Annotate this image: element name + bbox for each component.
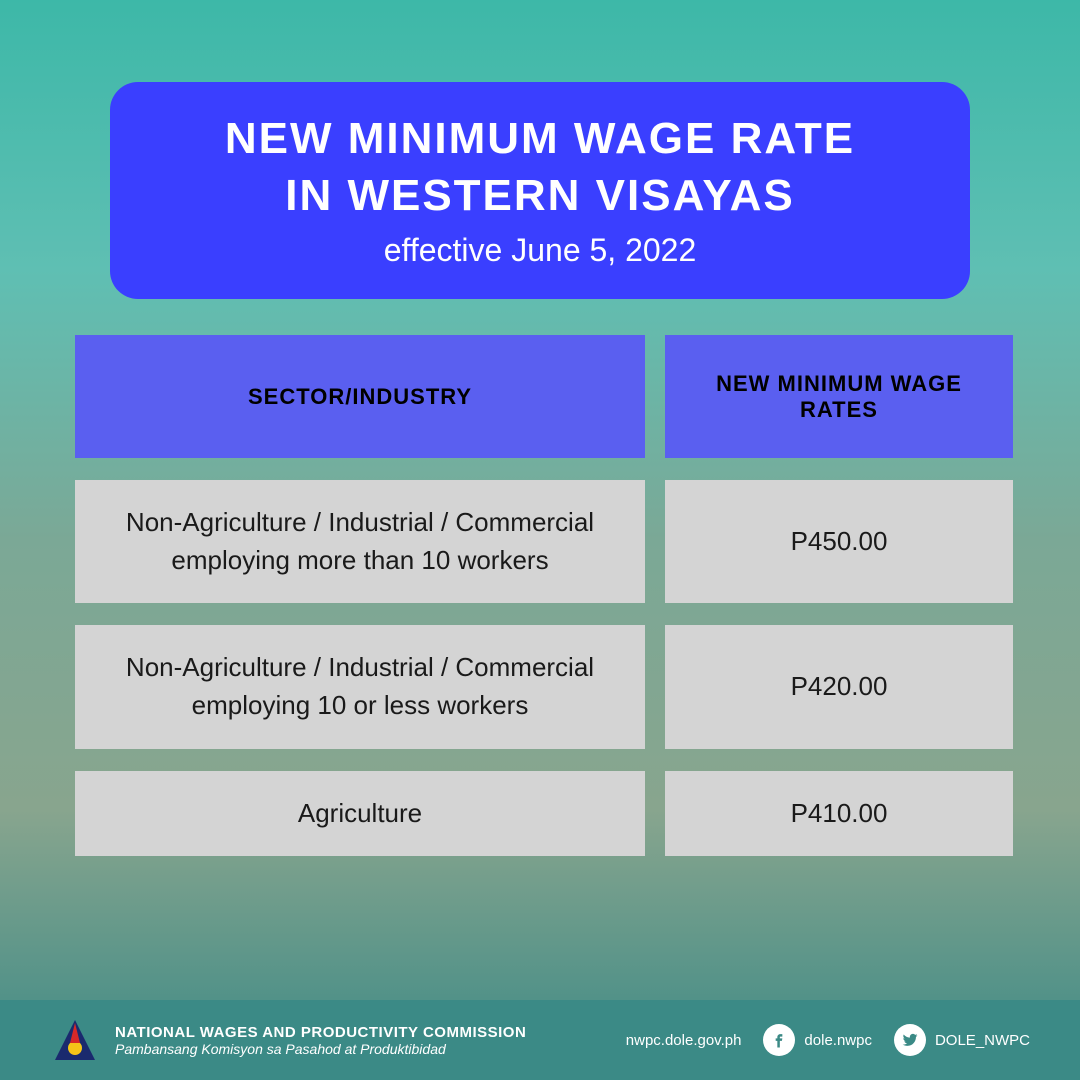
sector-cell: Non-Agriculture / Industrial / Commercia… [75,480,645,603]
table-row: Non-Agriculture / Industrial / Commercia… [75,480,1013,603]
twitter-link: DOLE_NWPC [894,1024,1030,1056]
sector-cell: Non-Agriculture / Industrial / Commercia… [75,625,645,748]
footer-bar: NATIONAL WAGES AND PRODUCTIVITY COMMISSI… [0,1000,1080,1080]
page-title: NEW MINIMUM WAGE RATE IN WESTERN VISAYAS [150,110,930,224]
table-row: Non-Agriculture / Industrial / Commercia… [75,625,1013,748]
title-line-1: NEW MINIMUM WAGE RATE [225,114,855,163]
title-line-2: IN WESTERN VISAYAS [285,171,795,220]
twitter-icon [894,1024,926,1056]
table-header-row: SECTOR/INDUSTRY NEW MINIMUM WAGE RATES [75,335,1013,458]
sector-cell: Agriculture [75,771,645,857]
wage-cell: P450.00 [665,480,1013,603]
facebook-link: dole.nwpc [763,1024,872,1056]
org-subtitle: Pambansang Komisyon sa Pasahod at Produk… [115,1041,626,1057]
facebook-icon [763,1024,795,1056]
wage-table: SECTOR/INDUSTRY NEW MINIMUM WAGE RATES N… [75,335,1013,856]
website-text: nwpc.dole.gov.ph [626,1032,742,1049]
wage-cell: P420.00 [665,625,1013,748]
twitter-text: DOLE_NWPC [935,1032,1030,1049]
table-row: Agriculture P410.00 [75,771,1013,857]
wage-cell: P410.00 [665,771,1013,857]
effective-date: effective June 5, 2022 [150,232,930,269]
org-info: NATIONAL WAGES AND PRODUCTIVITY COMMISSI… [115,1024,626,1057]
org-name: NATIONAL WAGES AND PRODUCTIVITY COMMISSI… [115,1024,626,1041]
social-links: nwpc.dole.gov.ph dole.nwpc DOLE_NWPC [626,1024,1030,1056]
org-logo [50,1015,100,1065]
column-header-wage: NEW MINIMUM WAGE RATES [665,335,1013,458]
website-link: nwpc.dole.gov.ph [626,1032,742,1049]
facebook-text: dole.nwpc [804,1032,872,1049]
column-header-sector: SECTOR/INDUSTRY [75,335,645,458]
header-panel: NEW MINIMUM WAGE RATE IN WESTERN VISAYAS… [110,82,970,299]
